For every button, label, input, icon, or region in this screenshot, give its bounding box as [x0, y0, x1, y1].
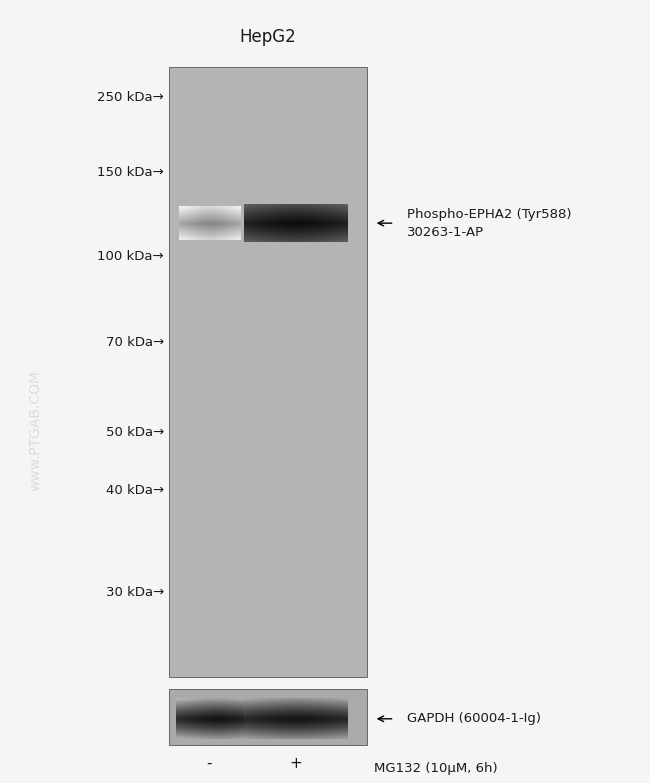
Text: 40 kDa→: 40 kDa→: [106, 485, 164, 497]
Text: HepG2: HepG2: [240, 28, 296, 45]
Text: GAPDH (60004-1-Ig): GAPDH (60004-1-Ig): [407, 713, 541, 725]
Text: 100 kDa→: 100 kDa→: [98, 251, 164, 263]
Bar: [169, 689, 367, 745]
Text: -: -: [207, 756, 212, 771]
Text: +: +: [289, 756, 302, 771]
Text: Phospho-EPHA2 (Tyr588)
30263-1-AP: Phospho-EPHA2 (Tyr588) 30263-1-AP: [407, 207, 571, 239]
Text: www.PTGAB.COM: www.PTGAB.COM: [29, 370, 43, 491]
Text: MG132 (10μM, 6h): MG132 (10μM, 6h): [374, 763, 497, 775]
Bar: [169, 67, 367, 677]
Text: 70 kDa→: 70 kDa→: [105, 337, 164, 349]
Text: 250 kDa→: 250 kDa→: [97, 92, 164, 104]
Text: 50 kDa→: 50 kDa→: [105, 426, 164, 438]
Text: 150 kDa→: 150 kDa→: [97, 166, 164, 179]
Text: 30 kDa→: 30 kDa→: [105, 586, 164, 599]
